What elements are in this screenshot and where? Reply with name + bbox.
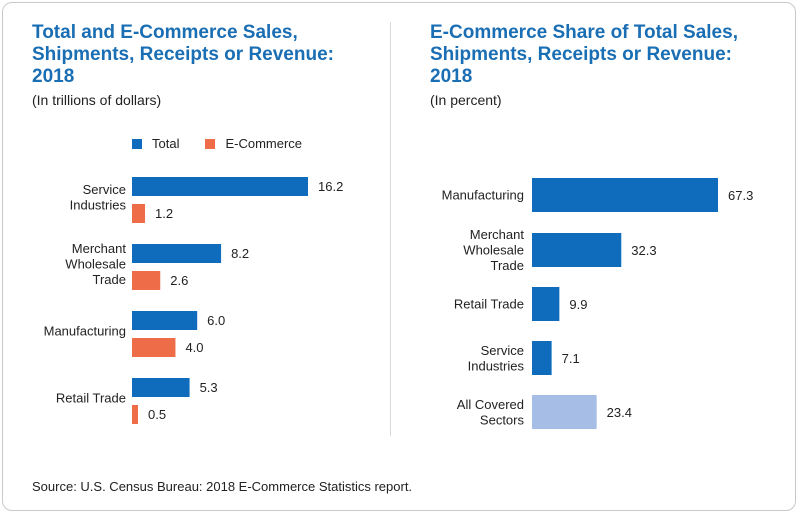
category-label-line: Service	[83, 182, 126, 197]
category-label-line: Manufacturing	[442, 188, 524, 203]
category-label-merchant-wholesale-trade: Merchant Wholesale Trade	[65, 241, 126, 287]
bar-total-manufacturing	[132, 311, 198, 330]
bar-share-retail-trade	[532, 287, 560, 321]
value-label-share-all-covered-sectors: 23.4	[607, 405, 632, 420]
value-label-share-merchant-wholesale-trade: 32.3	[631, 243, 656, 258]
value-label-share-retail-trade: 9.9	[569, 297, 587, 312]
value-label-ecommerce-merchant-wholesale-trade: 2.6	[170, 273, 188, 288]
category-label-retail-trade: Retail Trade	[56, 391, 126, 406]
bar-share-merchant-wholesale-trade	[532, 233, 622, 267]
panel-divider	[390, 22, 391, 436]
bar-total-retail-trade	[132, 378, 190, 397]
legend-swatch-total	[132, 138, 142, 149]
value-label-share-service-industries: 7.1	[562, 351, 580, 366]
bar-total-merchant-wholesale-trade	[132, 244, 222, 263]
value-label-total-merchant-wholesale-trade: 8.2	[231, 246, 249, 261]
category-label-line: Merchant	[470, 227, 525, 242]
bar-share-all-covered-sectors	[532, 395, 597, 429]
legend-swatch-ecommerce	[205, 138, 216, 149]
left-chart-legend: Total E-Commerce	[132, 136, 302, 151]
bar-share-manufacturing	[532, 178, 718, 212]
category-label-line: Trade	[491, 258, 524, 273]
category-label-line: Manufacturing	[44, 324, 126, 339]
bar-share-service-industries	[532, 341, 552, 375]
value-label-ecommerce-retail-trade: 0.5	[148, 407, 166, 422]
right-chart-subtitle: (In percent)	[430, 92, 502, 108]
bar-ecommerce-service-industries	[132, 204, 146, 223]
category-label-manufacturing: Manufacturing	[44, 324, 126, 339]
value-label-ecommerce-service-industries: 1.2	[155, 206, 173, 221]
legend-item-total: Total	[132, 136, 179, 151]
source-note: Source: U.S. Census Bureau: 2018 E-Comme…	[32, 479, 413, 494]
legend-label-total: Total	[152, 136, 180, 151]
category-label-merchant-wholesale-trade: Merchant Wholesale Trade	[463, 227, 524, 273]
bar-ecommerce-manufacturing	[132, 338, 176, 357]
left-bar-chart: Service Industries 16.2 1.2 Merchant Wholesal…	[44, 177, 343, 424]
category-label-all-covered-sectors: All Covered Sectors	[457, 397, 525, 428]
category-label-line: Trade	[93, 272, 126, 287]
value-label-total-manufacturing: 6.0	[207, 313, 225, 328]
category-label-line: All Covered	[457, 397, 524, 412]
right-chart-title: E-Commerce Share of Total Sales, Shipmen…	[430, 22, 738, 87]
category-label-service-industries: Service Industries	[468, 343, 525, 374]
category-label-line: Wholesale	[65, 257, 126, 272]
bar-ecommerce-merchant-wholesale-trade	[132, 271, 161, 290]
value-label-total-retail-trade: 5.3	[200, 380, 218, 395]
category-label-line: Wholesale	[463, 243, 524, 258]
category-label-retail-trade: Retail Trade	[454, 297, 524, 312]
right-bar-chart: Manufacturing 67.3 Merchant Wholesale Trade 3…	[442, 178, 753, 429]
value-label-ecommerce-manufacturing: 4.0	[185, 340, 203, 355]
category-label-line: Merchant	[72, 241, 127, 256]
category-label-line: Service	[481, 343, 524, 358]
category-label-manufacturing: Manufacturing	[442, 188, 524, 203]
category-label-line: Industries	[468, 358, 525, 373]
value-label-total-service-industries: 16.2	[318, 179, 343, 194]
category-label-line: Industries	[70, 197, 127, 212]
bar-total-service-industries	[132, 177, 308, 196]
category-label-line: Retail Trade	[56, 391, 126, 406]
left-chart-title: Total and E-Commerce Sales, Shipments, R…	[32, 22, 334, 87]
bar-ecommerce-retail-trade	[132, 405, 138, 424]
category-label-line: Sectors	[480, 412, 525, 427]
category-label-line: Retail Trade	[454, 297, 524, 312]
legend-item-ecommerce: E-Commerce	[205, 136, 302, 151]
value-label-share-manufacturing: 67.3	[728, 188, 753, 203]
legend-label-ecommerce: E-Commerce	[225, 136, 303, 151]
category-label-service-industries: Service Industries	[70, 182, 127, 213]
left-chart-subtitle: (In trillions of dollars)	[32, 92, 162, 108]
